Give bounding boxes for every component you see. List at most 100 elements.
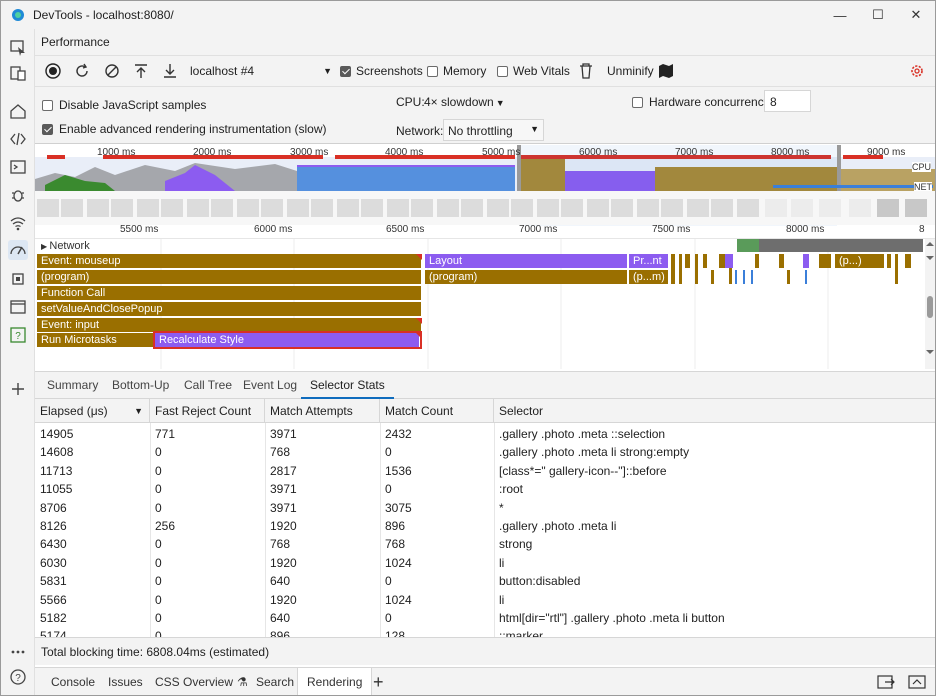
tab-selector-stats[interactable]: Selector Stats	[301, 372, 394, 399]
cpu-throttle-select[interactable]: 4× slowdown ▼	[424, 95, 505, 109]
settings-gear-icon[interactable]	[908, 62, 926, 80]
welcome-home-icon[interactable]	[8, 101, 28, 121]
disable-js-check[interactable]	[42, 100, 53, 112]
disable-js-samples-checkbox[interactable]: Disable JavaScript samples	[42, 98, 206, 112]
table-row[interactable]: 14608 0 768 0 .gallery .photo .meta li stron…	[35, 443, 935, 461]
chevron-down-icon: ▼	[530, 124, 539, 134]
inspect-icon[interactable]	[8, 38, 28, 58]
flame-paint[interactable]: Pr...nt	[629, 254, 669, 268]
overview-tick: 4000 ms	[385, 147, 424, 158]
cell-selector: [class*=" gallery-icon--"]::before	[499, 463, 667, 478]
column-divider	[380, 423, 381, 637]
flame-recalculate-style[interactable]: Recalculate Style	[153, 331, 422, 349]
table-row[interactable]: 5831 0 640 0 button:disabled	[35, 572, 935, 590]
flame-program-short[interactable]: (p...m)	[629, 270, 669, 284]
hw-check[interactable]	[632, 97, 643, 109]
enable-advanced-check[interactable]	[42, 124, 53, 136]
help-question-icon[interactable]: ?	[8, 325, 28, 345]
close-button[interactable]: ✕	[910, 7, 922, 22]
drawer-tab-rendering[interactable]: Rendering	[297, 668, 373, 695]
collapse-drawer-icon[interactable]	[908, 674, 926, 690]
cell-selector: li	[499, 555, 505, 570]
flame-run-microtasks[interactable]: Run Microtasks	[37, 333, 155, 347]
reload-record-icon[interactable]	[73, 62, 91, 80]
memory-checkbox[interactable]: Memory	[427, 62, 486, 80]
flame-event-input[interactable]: Event: input	[37, 318, 422, 332]
cell-fast-reject: 0	[155, 482, 162, 497]
ruler-tick: 8	[919, 224, 925, 235]
clear-icon[interactable]	[103, 62, 121, 80]
column-header-fast-reject[interactable]: Fast Reject Count	[150, 399, 265, 423]
tab-summary[interactable]: Summary	[47, 378, 99, 392]
cell-elapsed: 11055	[40, 482, 73, 497]
application-icon[interactable]	[8, 297, 28, 317]
overview-tick: 7000 ms	[675, 147, 714, 158]
tab-call-tree[interactable]: Call Tree	[184, 378, 233, 392]
memory-check[interactable]	[427, 65, 438, 77]
drawer-tab-console[interactable]: Console	[51, 675, 96, 689]
column-header-selector[interactable]: Selector	[499, 404, 544, 418]
screenshots-checkbox[interactable]: Screenshots	[340, 62, 423, 80]
table-row[interactable]: 11055 0 3971 0:root	[35, 480, 935, 498]
flame-program-right[interactable]: (program)	[425, 270, 628, 284]
add-drawer-tab-button[interactable]: +	[373, 672, 384, 692]
tab-bottom-up[interactable]: Bottom-Up	[112, 378, 170, 392]
cell-elapsed: 5566	[40, 592, 67, 607]
flame-chart[interactable]: ▶ Network Event: mouseup (program) Funct…	[35, 239, 935, 369]
drawer-tab-issues[interactable]: Issues	[108, 675, 143, 689]
table-row[interactable]: 6030 0 1920 1024 li	[35, 554, 935, 572]
unminify-button[interactable]: Unminify	[607, 64, 654, 78]
flame-set-value[interactable]: setValueAndClosePopup	[37, 302, 422, 316]
dock-drawer-icon[interactable]	[877, 674, 895, 690]
device-emulation-icon[interactable]	[8, 63, 28, 83]
upload-icon[interactable]	[132, 62, 150, 80]
table-row[interactable]: 5174 0 896 128::marker	[35, 627, 935, 637]
flame-layout[interactable]: Layout	[425, 254, 628, 268]
drawer-tab-search[interactable]: Search	[256, 675, 295, 689]
flame-function-call[interactable]: Function Call	[37, 286, 422, 300]
webvitals-checkbox[interactable]: Web Vitals	[497, 62, 570, 80]
table-row[interactable]: 14905 771 3971 2432 .gallery .photo .meta ::…	[35, 425, 935, 443]
flame-program[interactable]: (program)	[37, 270, 422, 284]
map-icon[interactable]	[657, 62, 675, 80]
screenshots-check[interactable]	[340, 65, 351, 77]
enable-advanced-checkbox[interactable]: Enable advanced rendering instrumentatio…	[42, 122, 327, 136]
network-track[interactable]: ▶ Network	[41, 240, 90, 252]
table-row[interactable]: 6430 0 768 768 strong	[35, 535, 935, 553]
trash-icon[interactable]	[578, 62, 594, 80]
table-row[interactable]: 8706 0 3971 3075 *	[35, 499, 935, 517]
download-icon[interactable]	[161, 62, 179, 80]
column-header-elapsed[interactable]: Elapsed (μs) ▼	[35, 399, 150, 423]
profile-select[interactable]: localhost #4 ▼	[190, 62, 332, 80]
table-row[interactable]: 8126 256 1920 896 .gallery .photo .meta li	[35, 517, 935, 535]
table-row[interactable]: 5182 0 640 0 html[dir="rtl"] .gallery .photo…	[35, 609, 935, 627]
sources-bug-icon[interactable]	[8, 185, 28, 205]
table-row[interactable]: 5566 0 1920 1024 li	[35, 591, 935, 609]
maximize-button[interactable]: ☐	[872, 7, 884, 22]
flame-program-tail[interactable]: (p...)	[835, 254, 885, 268]
performance-icon[interactable]	[8, 240, 28, 260]
memory-chip-icon[interactable]	[8, 269, 28, 289]
drawer-tab-css-overview[interactable]: CSS Overview ⚗	[155, 668, 248, 695]
column-header-match-attempts[interactable]: Match Attempts	[265, 399, 380, 423]
record-icon[interactable]	[44, 62, 62, 80]
console-icon[interactable]	[8, 157, 28, 177]
more-tools-ellipsis-icon[interactable]	[8, 642, 28, 662]
hardware-concurrency-checkbox[interactable]: Hardware concurrency	[632, 95, 770, 109]
cell-elapsed: 8126	[40, 519, 67, 533]
column-header-match-count[interactable]: Match Count	[380, 399, 494, 423]
network-wifi-icon[interactable]	[8, 213, 28, 233]
minimize-button[interactable]: —	[833, 7, 847, 23]
flame-event-mouseup[interactable]: Event: mouseup	[37, 254, 422, 268]
screenshot-filmstrip[interactable]	[35, 191, 935, 225]
table-row[interactable]: 11713 0 2817 1536 [class*=" gallery-icon--"]…	[35, 462, 935, 480]
help-circle-icon[interactable]: ?	[8, 667, 28, 687]
cell-fast-reject: 0	[155, 555, 162, 570]
hardware-concurrency-input[interactable]: 8	[764, 90, 811, 112]
tab-event-log[interactable]: Event Log	[243, 378, 298, 392]
add-tool-plus-icon[interactable]	[8, 379, 28, 399]
network-throttle-select[interactable]: No throttling ▼	[443, 119, 544, 141]
webvitals-check[interactable]	[497, 65, 508, 77]
elements-icon[interactable]	[8, 129, 28, 149]
css-overview-label: CSS Overview	[155, 675, 234, 689]
